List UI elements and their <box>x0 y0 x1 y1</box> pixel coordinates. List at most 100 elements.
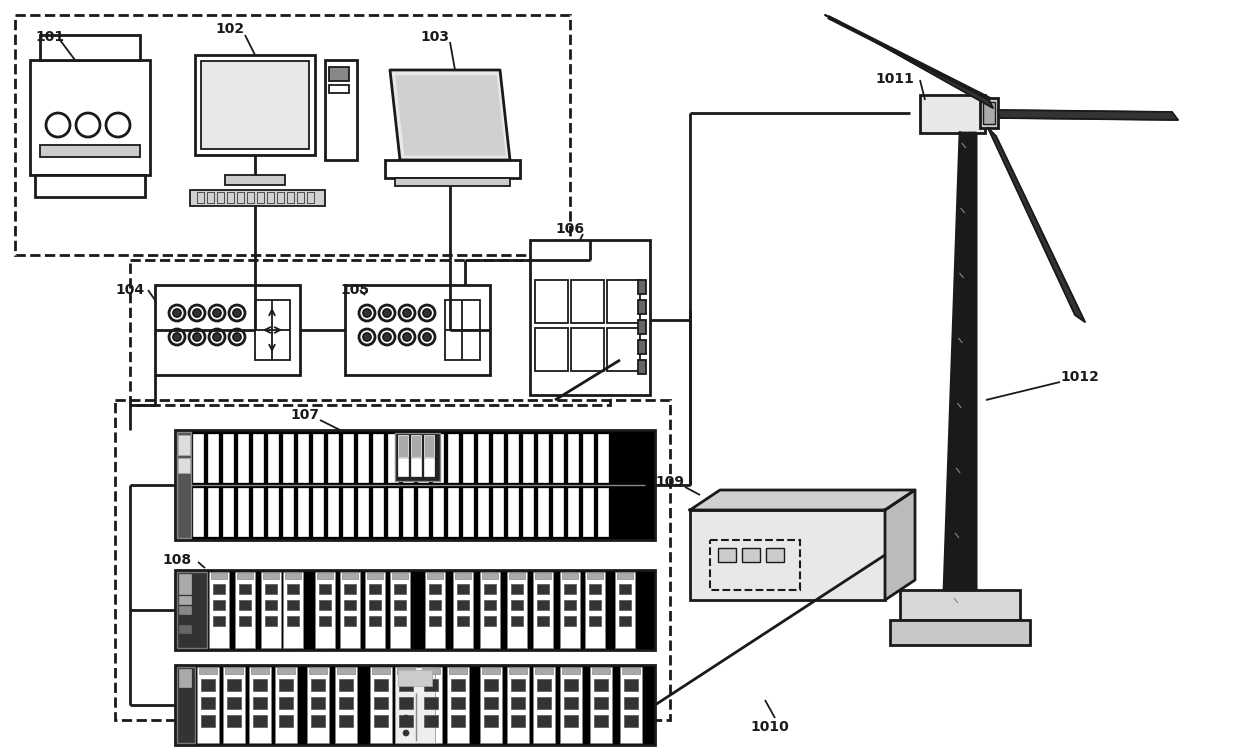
Text: 106: 106 <box>556 222 584 236</box>
Text: 1010: 1010 <box>750 720 789 734</box>
Bar <box>345 285 490 375</box>
Bar <box>286 600 299 610</box>
Bar <box>424 458 434 476</box>
Bar <box>639 280 646 294</box>
Bar <box>197 667 219 743</box>
Bar <box>283 488 293 536</box>
Bar <box>211 573 227 579</box>
Polygon shape <box>885 490 915 600</box>
Bar <box>418 434 428 482</box>
Bar <box>396 667 435 743</box>
Bar <box>239 600 250 610</box>
Bar <box>507 667 529 743</box>
Bar <box>560 667 582 743</box>
Bar <box>429 616 441 626</box>
Bar <box>477 434 489 482</box>
Bar <box>508 573 525 579</box>
Bar <box>398 458 408 476</box>
Bar <box>224 175 285 185</box>
Bar <box>384 160 520 178</box>
Bar <box>335 667 357 743</box>
Bar <box>319 584 331 594</box>
Bar <box>537 600 549 610</box>
Bar <box>339 679 353 691</box>
Bar <box>285 573 301 579</box>
Bar <box>283 572 303 648</box>
Bar <box>367 573 383 579</box>
Bar <box>130 260 610 405</box>
Bar <box>537 584 549 594</box>
Bar <box>598 488 608 536</box>
Bar <box>340 572 360 648</box>
Bar <box>622 668 640 674</box>
Bar <box>589 584 601 594</box>
Bar <box>619 584 631 594</box>
Text: 103: 103 <box>420 30 449 44</box>
Bar <box>564 600 577 610</box>
Bar <box>742 548 760 562</box>
Bar <box>265 600 277 610</box>
Bar <box>312 488 322 536</box>
Bar <box>253 488 263 536</box>
Bar <box>179 435 190 455</box>
Bar <box>238 488 248 536</box>
Bar <box>237 192 244 203</box>
Bar <box>286 616 299 626</box>
Bar <box>227 679 241 691</box>
Bar <box>396 178 510 186</box>
Bar <box>453 572 472 648</box>
Bar <box>267 192 274 203</box>
Text: 1011: 1011 <box>875 72 914 86</box>
Bar <box>494 488 503 536</box>
Bar <box>639 320 646 334</box>
Circle shape <box>383 309 391 317</box>
Bar <box>217 192 224 203</box>
Bar <box>398 670 432 686</box>
Bar <box>179 574 191 594</box>
Bar <box>403 488 413 536</box>
Bar <box>268 488 278 536</box>
Bar <box>208 434 218 482</box>
Polygon shape <box>944 133 976 590</box>
Bar <box>388 434 398 482</box>
Bar <box>207 192 215 203</box>
Bar <box>458 616 469 626</box>
Bar <box>394 616 405 626</box>
Bar <box>511 715 525 727</box>
Bar <box>480 572 500 648</box>
Bar <box>590 667 613 743</box>
Bar <box>983 102 994 124</box>
Bar <box>425 572 445 648</box>
Bar <box>201 697 215 709</box>
Circle shape <box>403 700 409 706</box>
Bar <box>537 679 551 691</box>
Bar <box>179 669 191 687</box>
Bar <box>342 573 358 579</box>
Bar <box>463 434 472 482</box>
Bar <box>195 55 315 155</box>
Bar <box>538 488 548 536</box>
Bar <box>418 488 428 536</box>
Bar <box>564 584 577 594</box>
Bar <box>451 715 465 727</box>
Bar <box>403 434 413 482</box>
Bar <box>624 679 639 691</box>
Bar <box>175 665 655 745</box>
Bar <box>343 488 353 536</box>
Text: 107: 107 <box>290 408 319 422</box>
Bar <box>388 488 398 536</box>
Text: 108: 108 <box>162 553 191 567</box>
Bar <box>458 600 469 610</box>
Bar <box>394 600 405 610</box>
Bar <box>583 434 593 482</box>
Bar <box>537 715 551 727</box>
Bar <box>198 668 217 674</box>
Bar <box>396 433 440 481</box>
Bar <box>448 488 458 536</box>
Bar <box>523 488 533 536</box>
Bar <box>766 548 784 562</box>
Circle shape <box>403 333 410 341</box>
Bar <box>329 67 348 81</box>
Bar <box>564 679 578 691</box>
Bar <box>589 616 601 626</box>
